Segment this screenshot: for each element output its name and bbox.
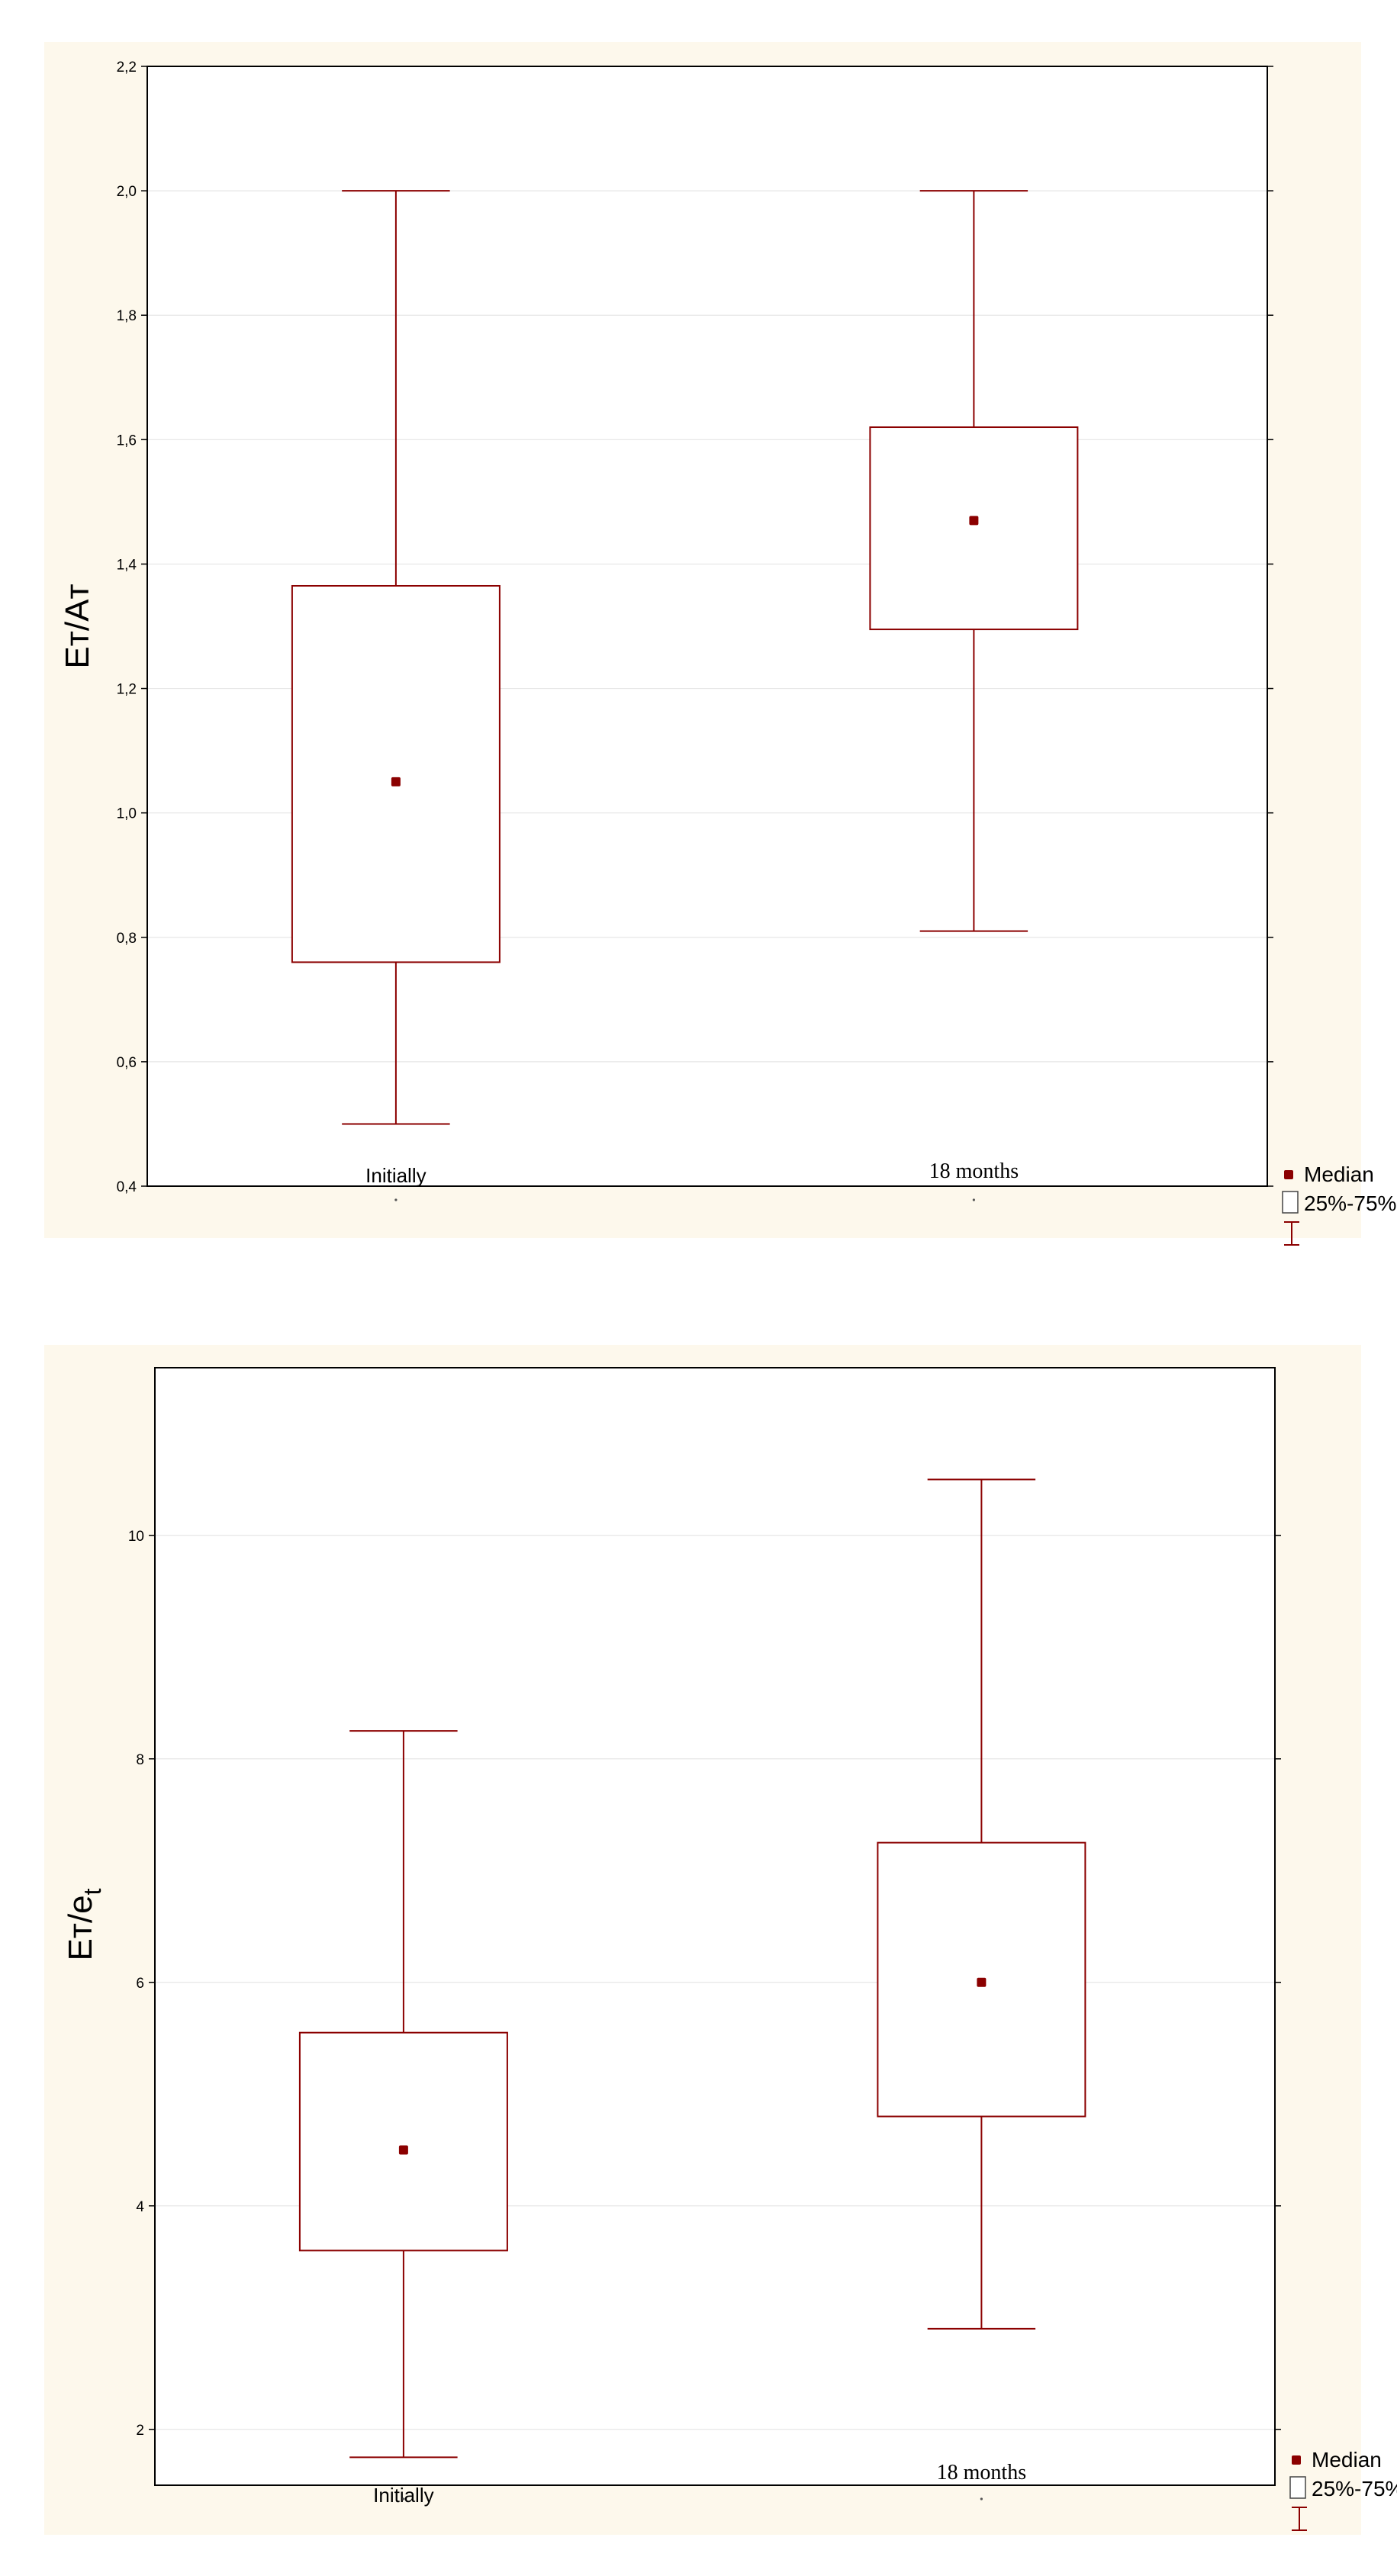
- box-iqr: [291, 584, 501, 963]
- x-tick-dot: [972, 1198, 975, 1201]
- y-tick-label: 0,4: [117, 1179, 137, 1195]
- legend-median-marker: [1292, 2455, 1301, 2465]
- category-label: 18 months: [937, 2461, 1026, 2484]
- x-tick-dot: [394, 1198, 398, 1201]
- legend-iqr-label: 25%-75%: [1312, 2477, 1397, 2500]
- y-tick-label: 10: [128, 1529, 144, 1545]
- median-marker: [977, 1977, 987, 1987]
- legend-median-label: Median: [1312, 2448, 1382, 2471]
- y-tick-label: 2,0: [117, 184, 137, 200]
- legend-iqr-label: 25%-75%: [1304, 1192, 1396, 1215]
- category-label: 18 months: [929, 1159, 1019, 1183]
- y-tick-label: 1,6: [117, 433, 137, 449]
- y-axis-label-subscript: t: [79, 1888, 106, 1895]
- plot-frame: [154, 1367, 1276, 2486]
- y-tick-label: 6: [136, 1976, 144, 1992]
- y-axis-label: Eт/Aт: [59, 584, 96, 668]
- chart-eta: 0,4 0,6 0,8 1,0 1,2 1,4 1,6 1,8 2,0 2,2 Eт/Aт Initi…: [59, 59, 1396, 1246]
- box-iqr: [869, 426, 1079, 631]
- box-group: [869, 190, 1079, 932]
- chart-panel-bottom: 2 4 6 8 10 Eт/et Initially 18 months Median 25%-7…: [44, 1345, 1397, 2535]
- y-tick-label: 2,2: [117, 59, 137, 76]
- legend-median-label: Median: [1304, 1163, 1374, 1186]
- x-tick-dot: [980, 2497, 983, 2500]
- y-tick-label: 4: [136, 2199, 144, 2215]
- chart-panel-top: 0,4 0,6 0,8 1,0 1,2 1,4 1,6 1,8 2,0 2,2 Eт/Aт Initi…: [44, 42, 1396, 1246]
- chart-ete: 2 4 6 8 10 Eт/et Initially 18 months Median 25%-7…: [62, 1367, 1397, 2531]
- legend-median-marker: [1284, 1170, 1293, 1179]
- legend-box-swatch: [1282, 1191, 1299, 1214]
- y-axis-label: Eт/et: [62, 1888, 106, 1960]
- y-tick-label: 1,8: [117, 308, 137, 324]
- y-tick-label: 1,4: [117, 557, 137, 573]
- legend-box-swatch: [1289, 2476, 1306, 2499]
- y-tick-label: 2: [136, 2423, 144, 2439]
- box-group: [877, 1478, 1086, 2330]
- y-tick-label: 8: [136, 1752, 144, 1768]
- median-marker: [398, 2145, 408, 2155]
- box-iqr: [298, 2031, 508, 2252]
- plot-area: [155, 1368, 1275, 2485]
- category-label: Initially: [365, 1164, 426, 1187]
- y-tick-label: 1,2: [117, 682, 137, 698]
- median-marker: [969, 516, 979, 526]
- y-tick-label: 0,8: [117, 931, 137, 947]
- y-axis-label-main: Eт/Aт: [59, 584, 96, 668]
- box-group: [298, 1730, 508, 2459]
- category-label: Initially: [373, 2484, 433, 2507]
- y-tick-label: 1,0: [117, 806, 137, 822]
- plot-frame: [146, 66, 1268, 1187]
- box-group: [291, 190, 501, 1125]
- y-tick-label: 0,6: [117, 1055, 137, 1071]
- x-tick-dot: [402, 2497, 405, 2500]
- median-marker: [391, 777, 401, 786]
- y-axis-label-main: Eт/e: [62, 1895, 99, 1960]
